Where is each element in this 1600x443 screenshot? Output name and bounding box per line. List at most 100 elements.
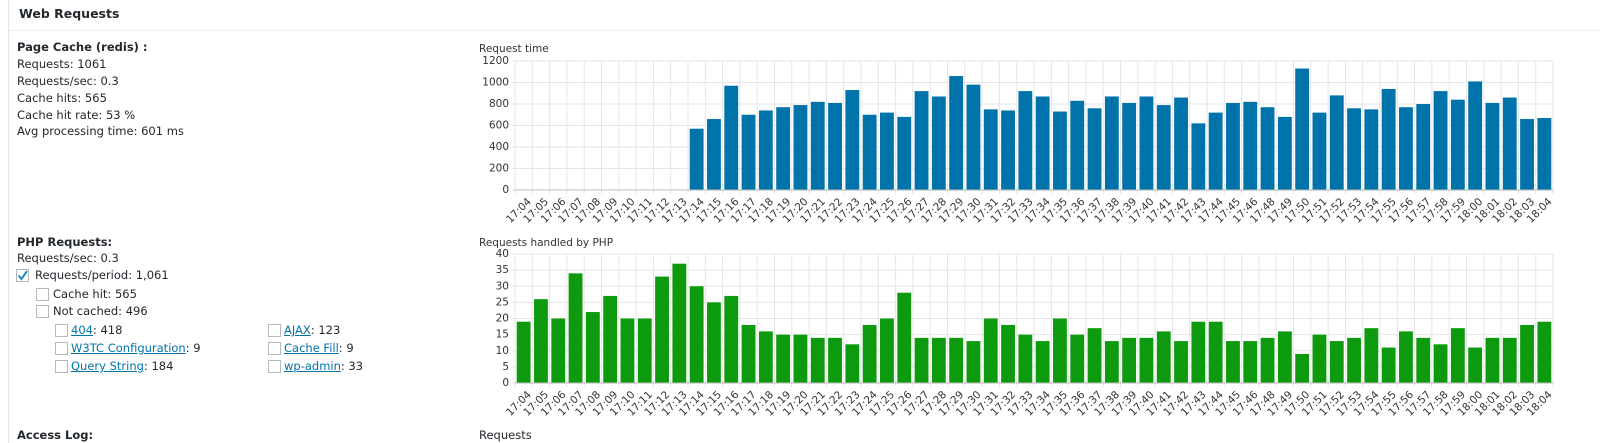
y-tick-label: 20 bbox=[496, 313, 509, 325]
checkbox-label: Not cached: 496 bbox=[53, 304, 148, 318]
bar bbox=[914, 91, 929, 190]
chart-title: Requests handled by PHP bbox=[479, 237, 613, 249]
link[interactable]: wp-admin bbox=[284, 359, 341, 373]
count: : 184 bbox=[143, 359, 174, 373]
bar bbox=[931, 337, 946, 383]
y-tick-label: 30 bbox=[496, 280, 509, 292]
bar bbox=[1260, 107, 1275, 190]
bar bbox=[1399, 107, 1413, 190]
checkbox[interactable] bbox=[268, 324, 281, 337]
bar bbox=[1295, 353, 1310, 383]
bar bbox=[1139, 96, 1154, 190]
bar bbox=[1329, 95, 1344, 190]
link[interactable]: W3TC Configuration bbox=[71, 341, 186, 355]
bar bbox=[1191, 123, 1206, 190]
y-tick-label: 40 bbox=[496, 248, 509, 260]
bar bbox=[793, 334, 808, 383]
bar bbox=[1433, 344, 1448, 383]
panel: Web Requests bbox=[8, 0, 1600, 443]
bar bbox=[1226, 102, 1240, 190]
checkbox[interactable] bbox=[36, 305, 49, 318]
y-tick-label: 0 bbox=[502, 377, 509, 389]
y-tick-label: 5 bbox=[502, 361, 509, 373]
bar bbox=[862, 114, 877, 190]
checkbox[interactable] bbox=[55, 342, 68, 355]
bar bbox=[1070, 100, 1085, 190]
checkbox[interactable] bbox=[55, 324, 68, 337]
bar bbox=[655, 276, 669, 383]
stat: Requests/sec: 0.3 bbox=[17, 74, 119, 88]
bar bbox=[1001, 324, 1015, 383]
count: : 9 bbox=[338, 341, 354, 355]
checkbox-label: Cache Fill: 9 bbox=[284, 341, 354, 355]
bar bbox=[1416, 104, 1431, 190]
bar bbox=[551, 318, 566, 383]
bar bbox=[724, 295, 739, 383]
bar bbox=[1001, 110, 1015, 190]
stat: Avg processing time: 601 ms bbox=[17, 124, 184, 138]
y-tick-label: 35 bbox=[496, 264, 509, 276]
bar bbox=[1104, 96, 1119, 190]
check-mark bbox=[17, 270, 28, 281]
bar bbox=[689, 286, 704, 383]
y-tick-label: 15 bbox=[496, 329, 509, 341]
bar bbox=[862, 324, 877, 383]
bar bbox=[516, 321, 531, 383]
bar bbox=[966, 84, 981, 190]
bar bbox=[758, 110, 773, 190]
link[interactable]: AJAX bbox=[284, 323, 311, 337]
checkbox-label: wp-admin: 33 bbox=[284, 359, 363, 373]
panel-header: Web Requests bbox=[9, 0, 1600, 31]
bar bbox=[1364, 328, 1379, 383]
link[interactable]: 404 bbox=[71, 323, 93, 337]
checkbox-checked[interactable] bbox=[16, 269, 29, 282]
section-title: Access Log: bbox=[17, 428, 94, 442]
link[interactable]: Cache Fill bbox=[284, 341, 339, 355]
bar bbox=[758, 331, 773, 383]
bar bbox=[845, 90, 860, 190]
bar bbox=[1399, 331, 1413, 383]
checkbox-label: Requests/period: 1,061 bbox=[35, 268, 169, 282]
checkbox[interactable] bbox=[55, 360, 68, 373]
bar bbox=[1087, 328, 1102, 383]
stat: Cache hit rate: 53 % bbox=[17, 108, 136, 122]
bar bbox=[1485, 102, 1500, 190]
y-tick-label: 1000 bbox=[482, 77, 509, 89]
charts: Request time02004006008001000120017:0417… bbox=[479, 43, 1555, 419]
stat: Requests: 1061 bbox=[17, 57, 107, 71]
checkbox[interactable] bbox=[36, 288, 49, 301]
bar bbox=[1381, 88, 1396, 190]
stat: Requests/sec: 0.3 bbox=[17, 251, 119, 265]
checkbox-label: Cache hit: 565 bbox=[53, 287, 137, 301]
bar bbox=[637, 318, 652, 383]
bar bbox=[1347, 108, 1361, 190]
link[interactable]: Query String bbox=[71, 359, 144, 373]
bar bbox=[585, 312, 600, 383]
bar bbox=[1277, 116, 1292, 190]
bar bbox=[1416, 337, 1431, 383]
bar bbox=[1312, 112, 1327, 190]
bar bbox=[810, 337, 825, 383]
bar bbox=[949, 337, 964, 383]
y-tick-label: 400 bbox=[489, 141, 509, 153]
checkbox[interactable] bbox=[268, 360, 281, 373]
bar bbox=[1035, 96, 1050, 190]
count: : 9 bbox=[185, 341, 201, 355]
bar bbox=[1053, 318, 1067, 383]
panel-title: Web Requests bbox=[19, 6, 120, 21]
bar bbox=[1347, 337, 1361, 383]
bar bbox=[1122, 102, 1137, 190]
bar bbox=[1381, 347, 1396, 383]
bar bbox=[810, 101, 825, 190]
bar bbox=[1156, 105, 1171, 190]
bar bbox=[741, 324, 756, 383]
bar bbox=[1053, 111, 1067, 190]
bar bbox=[1485, 337, 1500, 383]
checkbox-label: AJAX: 123 bbox=[284, 323, 340, 337]
bar bbox=[568, 273, 583, 383]
checkbox[interactable] bbox=[268, 342, 281, 355]
section-title: PHP Requests: bbox=[17, 235, 113, 249]
bar bbox=[1018, 334, 1033, 383]
